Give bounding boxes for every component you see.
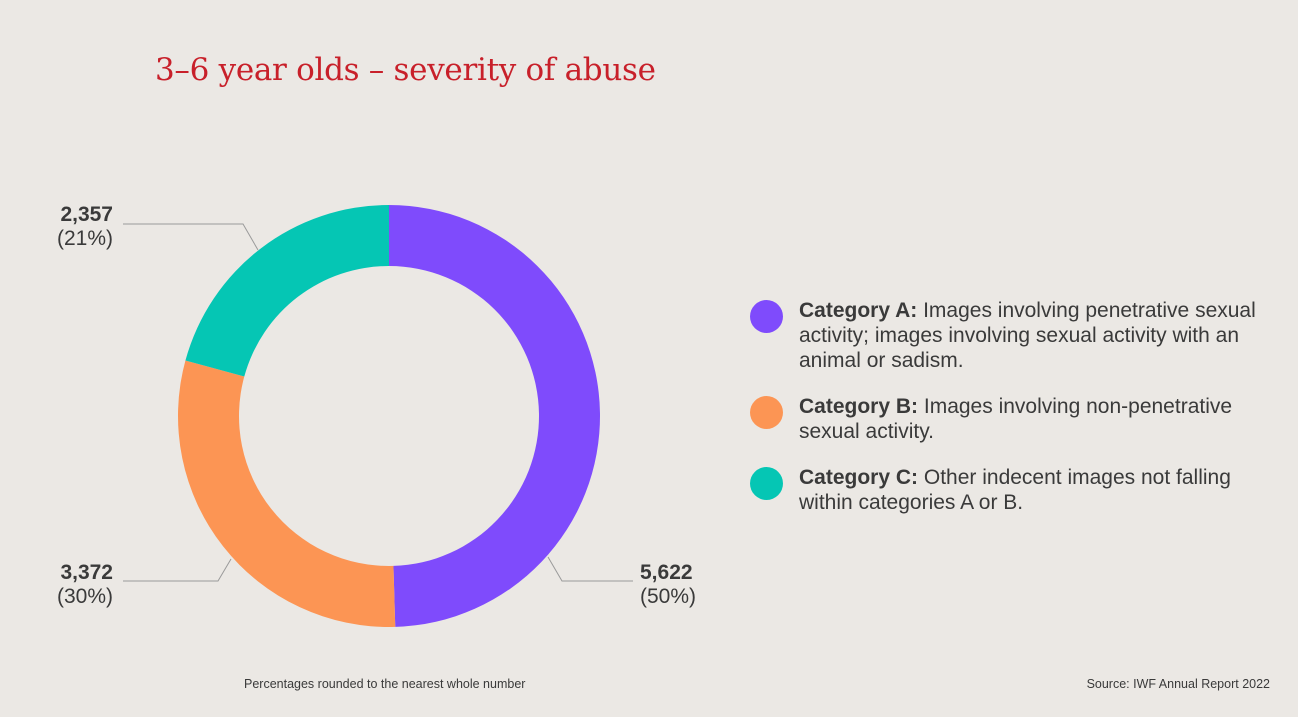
legend-swatch-category-c (750, 467, 783, 500)
chart-title: 3–6 year olds – severity of abuse (155, 52, 656, 88)
data-label-category-b: 3,372 (30%) (57, 561, 113, 609)
legend-text-category-a: Images involving penetrative sexual acti… (799, 299, 1256, 372)
percent-label-category-c: (21%) (56, 227, 113, 250)
legend-item-category-a: Category A: Images involving penetrative… (750, 298, 1270, 373)
legend-text-category-b: Images involving non-penetrative sexual … (799, 395, 1233, 443)
legend-key-category-c: Category C: (799, 466, 919, 489)
footnote: Percentages rounded to the nearest whole… (244, 677, 526, 691)
legend-item-category-b: Category B: Images involving non-penetra… (750, 394, 1270, 444)
legend-swatch-category-a (750, 300, 783, 333)
legend-key-category-b: Category B: (799, 395, 919, 418)
leader-line-category-c (123, 223, 259, 251)
data-label-category-c: 2,357 (21%) (57, 203, 113, 251)
leader-line-category-b (123, 558, 232, 582)
donut-slice-category-b (178, 360, 396, 627)
donut-slice-category-a (389, 205, 601, 627)
legend-swatch-category-b (750, 396, 783, 429)
data-label-category-a: 5,622 (50%) (640, 561, 696, 609)
source-note: Source: IWF Annual Report 2022 (1086, 677, 1270, 691)
legend-text-category-c: Other indecent images not falling within… (799, 466, 1231, 514)
legend: Category A: Images involving penetrative… (750, 298, 1270, 536)
legend-key-category-a: Category A: (799, 299, 918, 322)
donut-slice-category-c (185, 205, 389, 377)
value-label-category-c: 2,357 (60, 203, 113, 226)
legend-item-category-c: Category C: Other indecent images not fa… (750, 465, 1270, 515)
percent-label-category-b: (30%) (56, 585, 113, 608)
value-label-category-b: 3,372 (60, 561, 113, 584)
leader-line-category-a (547, 556, 633, 582)
percent-label-category-a: (50%) (640, 585, 697, 608)
value-label-category-a: 5,622 (640, 561, 693, 584)
